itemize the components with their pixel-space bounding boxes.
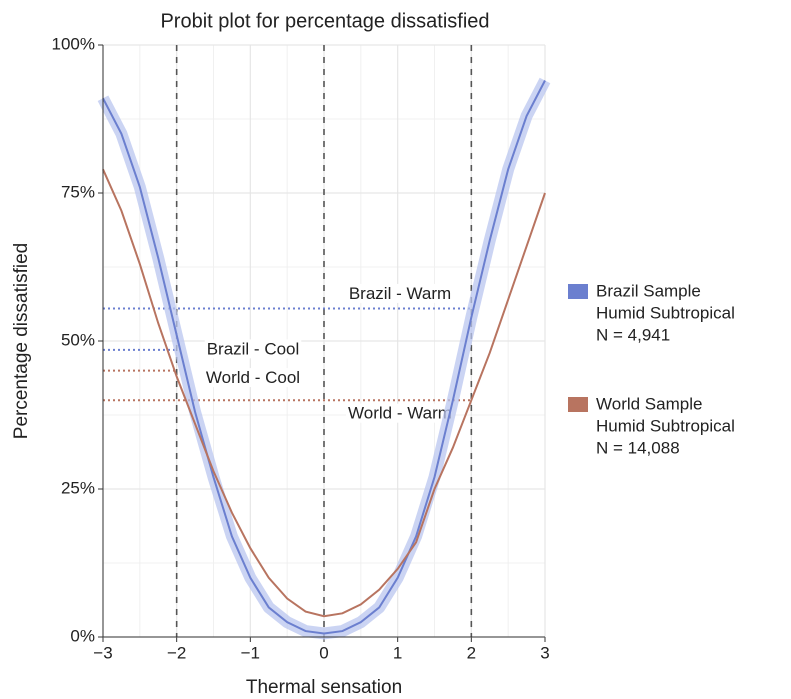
legend-swatch <box>568 284 588 299</box>
legend-label: Brazil Sample <box>596 281 701 300</box>
legend-label: Humid Subtropical <box>596 416 735 435</box>
y-tick-label: 50% <box>61 330 95 349</box>
reference-label: Brazil - Cool <box>207 339 300 358</box>
legend-label: Humid Subtropical <box>596 303 735 322</box>
x-tick-label: 3 <box>540 643 549 662</box>
y-tick-label: 100% <box>52 34 95 53</box>
x-tick-label: 1 <box>393 643 402 662</box>
legend-swatch <box>568 397 588 412</box>
series-line <box>102 80 546 635</box>
legend-label: World Sample <box>596 394 702 413</box>
y-tick-label: 25% <box>61 478 95 497</box>
series-line <box>102 168 546 618</box>
x-tick-label: −1 <box>241 643 260 662</box>
x-tick-label: −3 <box>93 643 112 662</box>
x-axis-label: Thermal sensation <box>246 677 402 698</box>
y-tick-label: 75% <box>61 182 95 201</box>
label-background <box>203 368 303 388</box>
y-tick-label: 0% <box>70 626 95 645</box>
y-axis-label: Percentage dissatisfied <box>11 243 32 439</box>
x-tick-label: −2 <box>167 643 186 662</box>
label-background <box>346 283 454 303</box>
reference-label: World - Cool <box>206 368 300 387</box>
x-tick-label: 0 <box>319 643 328 662</box>
label-background <box>204 339 302 359</box>
legend-label: N = 4,941 <box>596 325 670 344</box>
x-tick-label: 2 <box>467 643 476 662</box>
reference-label: Brazil - Warm <box>349 284 451 303</box>
reference-label: World - Warm <box>348 404 452 423</box>
chart-title: Probit plot for percentage dissatisfied <box>160 10 489 32</box>
legend-label: N = 14,088 <box>596 438 680 457</box>
label-background <box>346 403 454 423</box>
